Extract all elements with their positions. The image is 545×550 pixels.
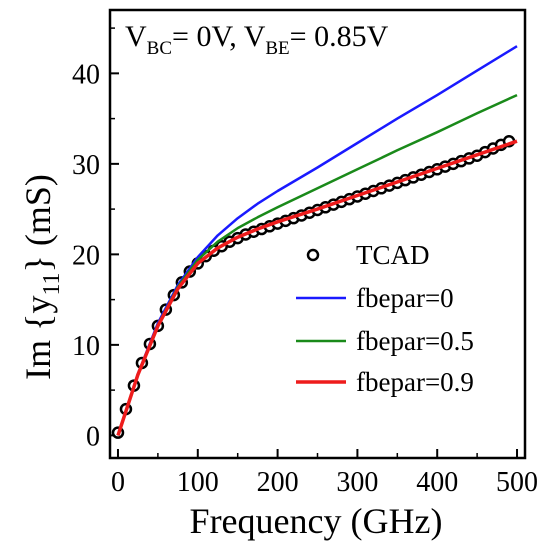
legend-label: fbepar=0.5 <box>356 326 474 356</box>
x-tick-label: 200 <box>257 467 299 498</box>
y-axis-title: Im {y11} (mS) <box>18 174 65 380</box>
y-tick-label: 20 <box>72 240 100 271</box>
y-tick-label: 0 <box>86 421 100 452</box>
x-tick-label: 400 <box>416 467 458 498</box>
legend: TCAD fbepar=0 fbepar=0.5 fbepar=0.9 <box>296 240 474 397</box>
x-axis-title: Frequency (GHz) <box>190 501 443 541</box>
data-series <box>111 45 518 439</box>
legend-label: fbepar=0 <box>356 283 454 313</box>
y-tick-label: 10 <box>72 331 100 362</box>
x-tick-label: 300 <box>336 467 378 498</box>
x-tick-label: 100 <box>177 467 219 498</box>
axis-ticks: 0 100 200 300 400 500 0 10 20 30 40 <box>72 27 538 498</box>
legend-label: TCAD <box>356 240 430 270</box>
legend-label: fbepar=0.9 <box>356 367 474 397</box>
y-tick-label: 40 <box>72 59 100 90</box>
x-tick-label: 0 <box>111 467 125 498</box>
legend-marker-tcad <box>306 248 320 262</box>
y-tick-label: 30 <box>72 150 100 181</box>
series-line-fbepar-0-9 <box>116 139 518 436</box>
x-tick-label: 500 <box>496 467 538 498</box>
bias-annotation: VBC= 0V, VBE= 0.85V <box>125 20 389 59</box>
